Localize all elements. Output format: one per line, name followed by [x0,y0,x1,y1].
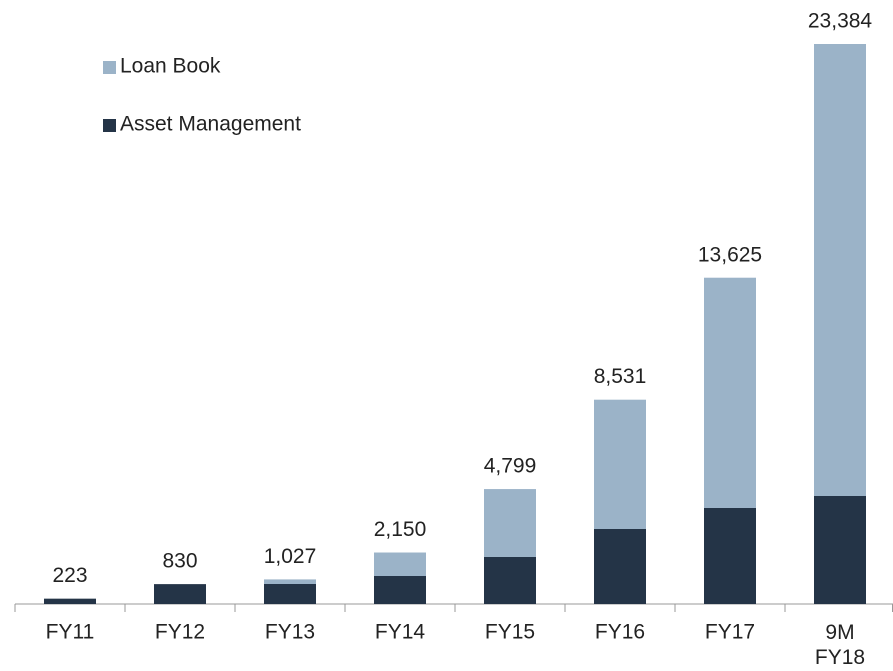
x-tick-label: FY12 [155,621,205,644]
bar-segment [484,556,536,604]
legend-swatch [103,61,116,74]
legend-label: Loan Book [120,55,221,78]
bar-segment [374,552,426,577]
bar-segment [704,507,756,604]
x-tick-label: FY14 [375,621,426,644]
x-tick-label: FY16 [595,621,645,644]
bar-segment [814,44,866,496]
legend-label: Asset Management [120,113,301,136]
total-label: 13,625 [698,243,762,266]
total-label: 1,027 [264,545,317,568]
total-label: 830 [162,550,197,573]
bar-segment [594,399,646,529]
total-label: 223 [52,564,87,587]
x-tick-label: FY17 [705,621,755,644]
x-tick-label: FY15 [485,621,535,644]
bar-segment [374,576,426,604]
x-tick-label: 9M FY18 [815,621,865,669]
bar-segment [594,528,646,604]
total-label: 23,384 [808,10,873,33]
bar-segment [154,584,206,604]
bar-segment [264,584,316,604]
bar-segment [44,598,96,604]
x-tick-label: FY13 [265,621,315,644]
total-label: 8,531 [594,365,647,388]
total-label: 2,150 [374,518,427,541]
bar-segment [704,277,756,508]
legend-swatch [103,119,116,132]
bar-segment [814,495,866,604]
bar-segment [484,489,536,557]
bar-segment [264,579,316,585]
x-tick-label: FY11 [46,621,95,644]
total-label: 4,799 [484,455,537,478]
